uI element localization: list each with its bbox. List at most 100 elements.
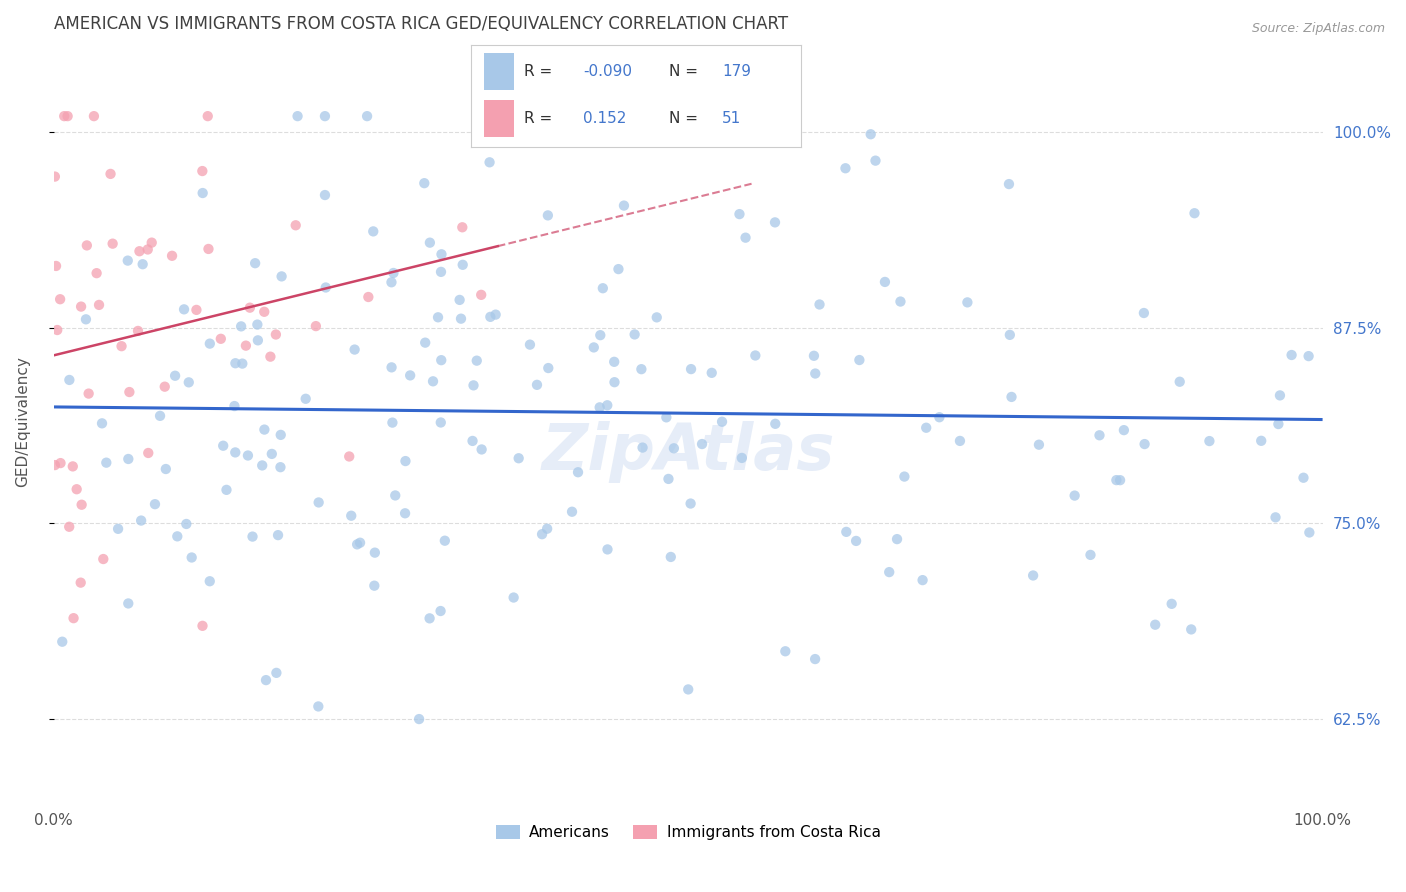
Point [346, 537, 368, 551]
Point [471, 442, 494, 457]
Point [284, 219, 307, 233]
Point [1292, 471, 1315, 485]
Point [949, 434, 972, 448]
Point [198, 336, 221, 351]
Point [731, 450, 754, 465]
Point [191, 186, 214, 200]
Point [763, 215, 786, 229]
Point [1133, 437, 1156, 451]
Point [561, 505, 583, 519]
Point [1028, 438, 1050, 452]
Point [143, 497, 166, 511]
Point [198, 574, 221, 589]
Point [537, 208, 560, 222]
Point [478, 155, 501, 169]
Point [631, 441, 654, 455]
FancyBboxPatch shape [484, 53, 515, 90]
Point [1168, 375, 1191, 389]
Point [53, 109, 76, 123]
Point [834, 161, 856, 176]
Point [77, 386, 100, 401]
Point [294, 392, 316, 406]
Point [429, 416, 451, 430]
Point [998, 327, 1021, 342]
Point [413, 335, 436, 350]
Point [427, 310, 450, 325]
Point [155, 462, 177, 476]
Point [96, 456, 118, 470]
Point [381, 416, 404, 430]
Text: 0.152: 0.152 [583, 111, 627, 126]
Point [266, 665, 288, 680]
Point [343, 343, 366, 357]
Point [197, 109, 219, 123]
Point [1198, 434, 1220, 448]
Point [56, 109, 79, 123]
Point [384, 488, 406, 502]
Point [141, 235, 163, 250]
Text: 179: 179 [723, 63, 751, 78]
Point [537, 361, 560, 376]
Text: N =: N = [669, 63, 703, 78]
Point [998, 177, 1021, 191]
Point [246, 334, 269, 348]
Point [136, 243, 159, 257]
Point [596, 398, 619, 412]
Point [242, 530, 264, 544]
Point [589, 401, 612, 415]
Point [835, 524, 858, 539]
Point [131, 257, 153, 271]
Point [382, 266, 405, 280]
Point [1144, 617, 1167, 632]
Point [239, 301, 262, 315]
Point [87, 298, 110, 312]
Point [607, 262, 630, 277]
Point [380, 360, 402, 375]
Point [46, 323, 69, 337]
Point [848, 353, 870, 368]
Point [889, 294, 911, 309]
Point [136, 446, 159, 460]
Point [224, 356, 246, 370]
Point [394, 454, 416, 468]
Point [603, 375, 626, 389]
Point [236, 449, 259, 463]
Point [775, 644, 797, 658]
Point [928, 410, 950, 425]
Point [269, 460, 291, 475]
Point [340, 508, 363, 523]
Point [596, 542, 619, 557]
Point [433, 533, 456, 548]
Point [44, 458, 66, 472]
Point [1184, 206, 1206, 220]
Point [349, 535, 371, 549]
Point [451, 220, 474, 235]
Point [253, 305, 276, 319]
Point [49, 456, 72, 470]
Point [270, 269, 292, 284]
Text: R =: R = [524, 63, 557, 78]
Point [62, 611, 84, 625]
Point [1267, 417, 1289, 431]
Point [519, 337, 541, 351]
Point [128, 244, 150, 259]
Point [287, 109, 309, 123]
Point [1022, 568, 1045, 582]
Point [956, 295, 979, 310]
Point [655, 410, 678, 425]
Point [1109, 473, 1132, 487]
Point [1063, 489, 1085, 503]
Point [419, 611, 441, 625]
Point [502, 591, 524, 605]
Point [308, 495, 330, 509]
Point [1281, 348, 1303, 362]
Point [865, 153, 887, 168]
Point [337, 450, 360, 464]
Point [804, 367, 827, 381]
Point [253, 423, 276, 437]
Point [58, 373, 80, 387]
Point [582, 340, 605, 354]
Point [893, 469, 915, 483]
Point [567, 465, 589, 479]
Point [314, 188, 336, 202]
